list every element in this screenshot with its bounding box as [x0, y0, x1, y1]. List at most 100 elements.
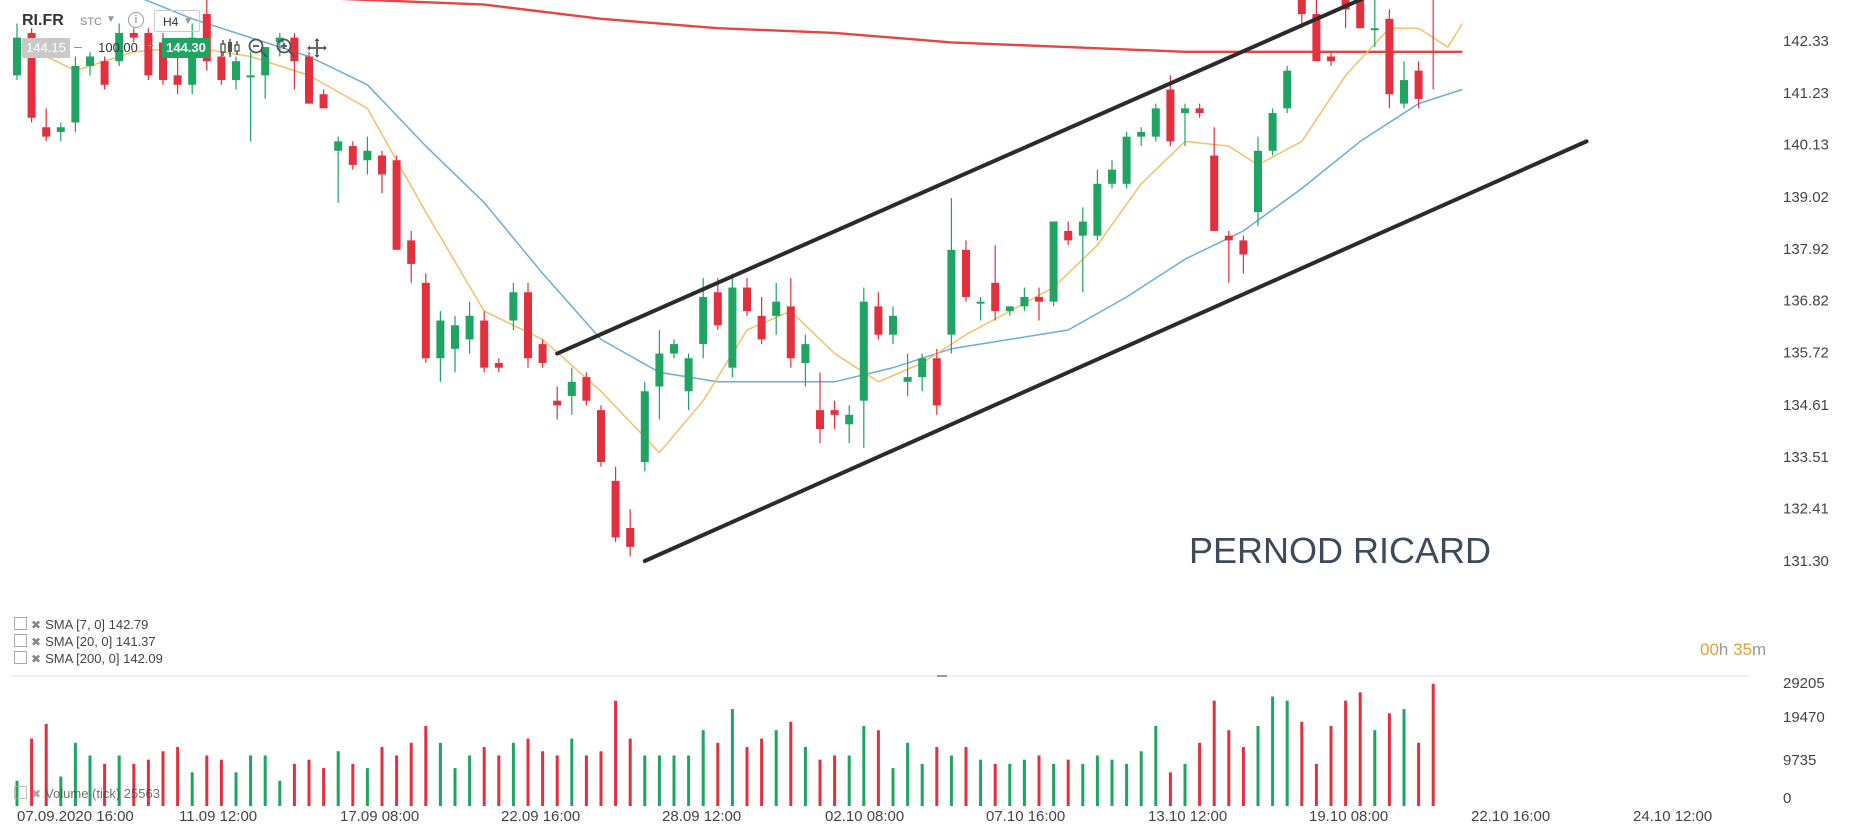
- candle-body: [743, 287, 751, 312]
- candle-body: [159, 42, 167, 81]
- indicator-sma200[interactable]: ✖ SMA [200, 0] 142.09: [14, 651, 163, 666]
- symbol-label[interactable]: RI.FR: [22, 12, 64, 29]
- indicator-label: Volume (tick) 25563: [45, 786, 160, 801]
- close-icon[interactable]: ✖: [31, 652, 42, 666]
- candle-body: [640, 391, 649, 462]
- candle-body: [348, 146, 357, 165]
- candle-body: [567, 381, 576, 396]
- volume-bar: [1402, 709, 1406, 806]
- candle-body: [1049, 221, 1058, 302]
- volume-bar: [1154, 725, 1158, 806]
- symbol-dropdown-icon[interactable]: ▼: [106, 14, 116, 25]
- volume-bar: [263, 755, 267, 806]
- volume-tick-label: 19470: [1783, 709, 1825, 726]
- indicator-sma7[interactable]: ✖ SMA [7, 0] 142.79: [14, 617, 148, 632]
- close-icon[interactable]: ✖: [31, 787, 42, 801]
- volume-bar: [949, 755, 953, 806]
- candle-body: [1195, 108, 1204, 114]
- candle-body: [582, 377, 591, 401]
- candle-body: [553, 400, 562, 406]
- price-tick-label: 136.82: [1783, 293, 1829, 310]
- candle-body: [713, 292, 722, 326]
- increase-quantity-button[interactable]: +: [146, 37, 155, 53]
- volume-bar: [847, 755, 851, 806]
- volume-bar: [891, 768, 895, 806]
- candle-body: [305, 56, 313, 104]
- volume-bar: [1314, 763, 1318, 806]
- price-tick-label: 131.30: [1783, 553, 1829, 570]
- info-icon[interactable]: i: [128, 12, 144, 28]
- volume-bar: [424, 725, 428, 806]
- volume-bar: [920, 763, 924, 806]
- volume-bar: [1285, 700, 1289, 806]
- candle-body: [1356, 0, 1365, 29]
- candle-body: [786, 306, 795, 359]
- volume-bar: [88, 755, 92, 806]
- candle-body: [13, 37, 21, 76]
- volume-bar: [1066, 759, 1070, 806]
- candle-body: [392, 160, 401, 250]
- close-icon[interactable]: ✖: [31, 618, 42, 632]
- volume-bar: [278, 780, 282, 806]
- indicator-settings-icon[interactable]: [14, 786, 27, 799]
- volume-bar: [176, 747, 180, 806]
- candle-body: [1254, 150, 1262, 213]
- candle-body: [56, 127, 65, 132]
- indicator-sma20[interactable]: ✖ SMA [20, 0] 141.37: [14, 634, 156, 649]
- candle-body: [173, 75, 182, 85]
- volume-bar: [117, 755, 121, 806]
- candle-body: [27, 32, 36, 118]
- volume-bar: [687, 755, 691, 806]
- crosshair-icon[interactable]: [305, 36, 329, 60]
- candle-body: [859, 301, 868, 401]
- indicator-settings-icon[interactable]: [14, 617, 27, 630]
- volume-bar: [380, 747, 384, 806]
- zoom-in-icon[interactable]: [274, 36, 298, 60]
- close-icon[interactable]: ✖: [31, 635, 42, 649]
- candle-body: [1166, 89, 1175, 142]
- candle-body: [202, 14, 211, 62]
- price-tick-label: 141.23: [1783, 85, 1829, 102]
- candle-body: [1385, 18, 1394, 95]
- bid-price[interactable]: 144.15: [22, 38, 70, 58]
- volume-bar: [774, 730, 778, 806]
- chart-annotation: PERNOD RICARD: [1189, 530, 1491, 571]
- chart-type-icon[interactable]: [218, 36, 242, 60]
- volume-tick-label: 0: [1783, 790, 1791, 807]
- candle-body: [1210, 155, 1219, 231]
- candle-body: [830, 410, 839, 415]
- price-tick-label: 140.13: [1783, 137, 1829, 154]
- quantity-input[interactable]: 100.00: [98, 40, 138, 55]
- volume-bar: [1168, 772, 1172, 806]
- indicator-settings-icon[interactable]: [14, 651, 27, 664]
- decrease-quantity-button[interactable]: –: [74, 38, 82, 54]
- candle-body: [816, 410, 824, 429]
- candle-body: [962, 249, 970, 297]
- price-tick-label: 132.41: [1783, 501, 1829, 518]
- zoom-out-icon[interactable]: [246, 36, 270, 60]
- volume-bar: [526, 738, 530, 806]
- candle-body: [129, 32, 138, 38]
- candle-body: [1224, 235, 1233, 241]
- candle-body: [1122, 136, 1131, 184]
- volume-bar: [964, 747, 968, 806]
- volume-bar: [190, 772, 194, 806]
- time-tick-label: 22.09 16:00: [501, 808, 580, 825]
- candle-body: [232, 61, 240, 81]
- time-tick-label: 17.09 08:00: [340, 808, 419, 825]
- volume-bar: [1212, 700, 1216, 806]
- volume-bar: [1387, 713, 1391, 806]
- candle-body: [655, 353, 664, 387]
- volume-bar: [541, 751, 545, 806]
- volume-bar: [30, 738, 34, 806]
- timeframe-select[interactable]: H4 ▼: [154, 10, 200, 32]
- indicator-volume[interactable]: ✖ Volume (tick) 25563: [14, 786, 160, 801]
- ask-price[interactable]: 144.30: [162, 38, 210, 58]
- candle-body: [1078, 221, 1087, 236]
- candle-body: [932, 358, 941, 406]
- volume-bar: [1081, 763, 1085, 806]
- sma-200-line: [340, 0, 1463, 53]
- volume-bar: [205, 755, 209, 806]
- indicator-settings-icon[interactable]: [14, 634, 27, 647]
